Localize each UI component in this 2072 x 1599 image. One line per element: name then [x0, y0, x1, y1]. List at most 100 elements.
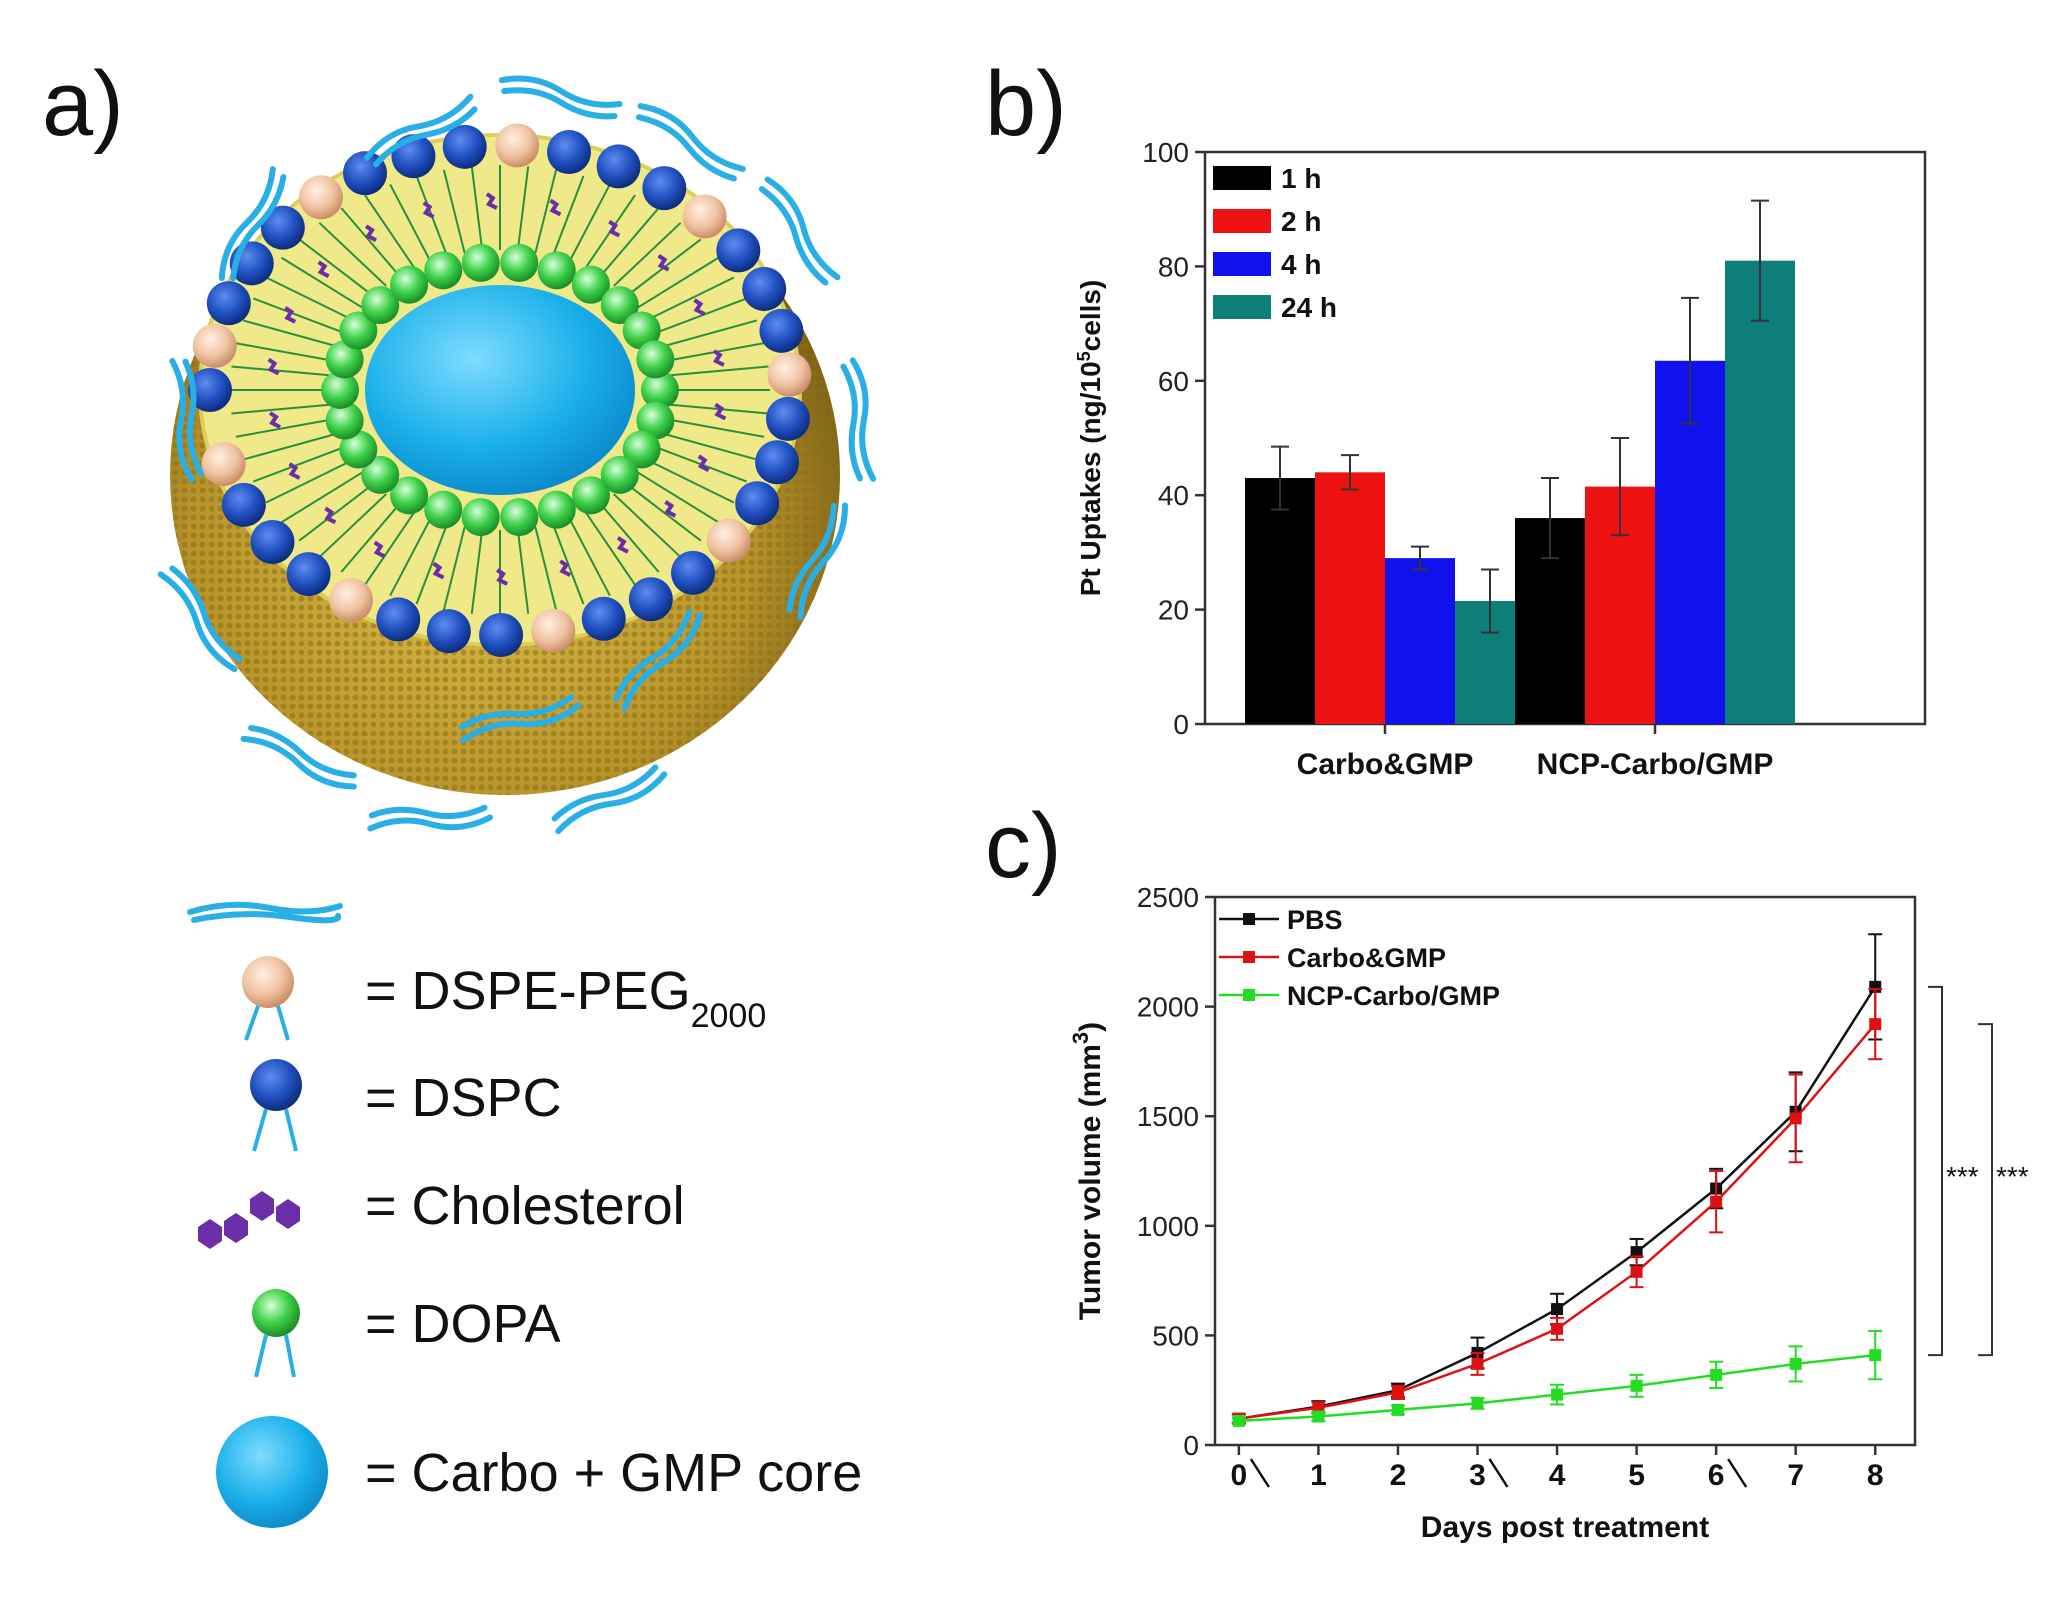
dspc-head — [426, 609, 471, 654]
dopa-head — [321, 371, 359, 409]
lipid-tail — [568, 517, 611, 597]
lipid-tail — [599, 207, 660, 278]
y-tick-label: 1000 — [1137, 1211, 1199, 1242]
cholesterol-molecule — [616, 536, 629, 554]
cholesterol-molecule — [714, 402, 727, 421]
peg-chain — [363, 93, 478, 168]
cholesterol-molecule — [317, 260, 330, 278]
dopa-head — [622, 430, 661, 469]
legend-marker — [1243, 989, 1255, 1001]
data-point — [1232, 1412, 1245, 1425]
cholesterol-molecule — [485, 192, 498, 210]
lipid-tail — [613, 222, 682, 287]
lipid-tail — [613, 493, 682, 558]
lipid-tail — [637, 256, 719, 309]
legend-label: 1 h — [1281, 163, 1321, 194]
data-point — [1551, 1322, 1564, 1335]
lipid-tail — [516, 529, 530, 614]
dspc-head — [642, 166, 687, 211]
legend-marker — [1243, 913, 1255, 925]
cholesterol-icon — [198, 1191, 300, 1249]
peg-chain — [758, 176, 841, 286]
dspc-head — [628, 577, 673, 622]
dspe-peg-head — [298, 175, 343, 220]
panel-label-a: a) — [42, 53, 124, 155]
cholesterol-molecule — [697, 454, 710, 472]
y-tick-label: 0 — [1183, 1430, 1199, 1461]
dopa-head — [636, 340, 675, 379]
lipid-tail — [625, 482, 702, 542]
data-point — [1710, 1182, 1723, 1195]
dspc-head — [286, 552, 331, 597]
peg-chain — [157, 565, 243, 673]
x-axis-label: Days post treatment — [1421, 1511, 1709, 1544]
liposome-particle — [157, 75, 877, 835]
data-point — [1630, 1379, 1643, 1392]
lipid-tail — [318, 222, 387, 287]
y-tick-label: 0 — [1173, 709, 1189, 740]
cholesterol-molecule — [693, 298, 706, 316]
series-line — [1238, 1023, 1877, 1420]
y-tick-label: 100 — [1142, 137, 1189, 168]
peg-chain — [551, 764, 668, 835]
dopa-head — [339, 311, 378, 350]
lipid-tail — [242, 432, 339, 461]
cholesterol-molecule — [284, 306, 297, 324]
x-tick-label: 3 — [1469, 1459, 1486, 1492]
lipid-tail — [584, 510, 636, 586]
data-point — [1869, 1018, 1882, 1031]
x-tick-label: NCP-Carbo/GMP — [1537, 748, 1774, 781]
carbo-gmp-core — [365, 285, 635, 495]
lipid-tail — [666, 418, 765, 438]
legend-marker — [1243, 951, 1255, 963]
cholesterol-molecule — [549, 198, 562, 217]
peg-chain — [218, 166, 287, 282]
lipid-tail — [442, 526, 466, 611]
panel-label-c: c) — [985, 795, 1062, 897]
legend-label-dspe-peg: = DSPE-PEG2000 — [365, 961, 767, 1035]
lipid-tail — [637, 471, 719, 524]
lipid-tail — [442, 169, 466, 254]
x-tick-label: 6 — [1708, 1459, 1725, 1492]
dopa-head — [339, 430, 378, 469]
x-tick-label: Carbo&GMP — [1297, 748, 1474, 781]
dopa-head — [325, 401, 364, 440]
legend-label-dspc: = DSPC — [365, 1068, 562, 1128]
lipid-tail — [389, 183, 432, 263]
dopa-head — [537, 490, 576, 529]
dspe-peg-head — [706, 518, 751, 563]
significance-bracket — [1928, 985, 1943, 1357]
lipid-tail — [281, 256, 363, 309]
cholesterol-molecule — [657, 254, 670, 272]
lipid-tail — [252, 297, 346, 334]
data-point — [1312, 1400, 1325, 1413]
lipid-tail — [298, 482, 375, 542]
series-line — [1238, 1353, 1876, 1423]
legend-swatch — [1213, 209, 1271, 233]
dspe-peg-icon — [187, 901, 343, 1041]
cholesterol-molecule — [324, 506, 337, 525]
lipid-tail — [235, 342, 334, 362]
lipid-tail — [470, 529, 484, 614]
data-point — [1471, 1346, 1484, 1359]
data-point — [1710, 1368, 1723, 1381]
bar — [1315, 472, 1385, 724]
lipid-tail — [415, 522, 449, 605]
cholesterol-molecule — [422, 201, 435, 219]
y-tick-label: 40 — [1158, 480, 1189, 511]
lipid-tail — [646, 276, 735, 321]
cholesterol-molecule — [267, 357, 280, 376]
dopa-head — [600, 455, 639, 494]
data-point — [1630, 1265, 1643, 1278]
data-point — [1630, 1246, 1643, 1259]
lipid-tail — [516, 166, 530, 251]
lipid-tail — [534, 526, 558, 611]
cholesterol-molecule — [373, 540, 386, 559]
dspe-peg-head — [495, 123, 540, 168]
lipid-tail — [646, 459, 735, 504]
x-tick-label: 0 — [1231, 1459, 1248, 1492]
dopa-head — [325, 340, 364, 379]
peg-chain — [786, 502, 848, 621]
dopa-head — [424, 251, 463, 290]
treatment-arrow — [1727, 1458, 1748, 1488]
